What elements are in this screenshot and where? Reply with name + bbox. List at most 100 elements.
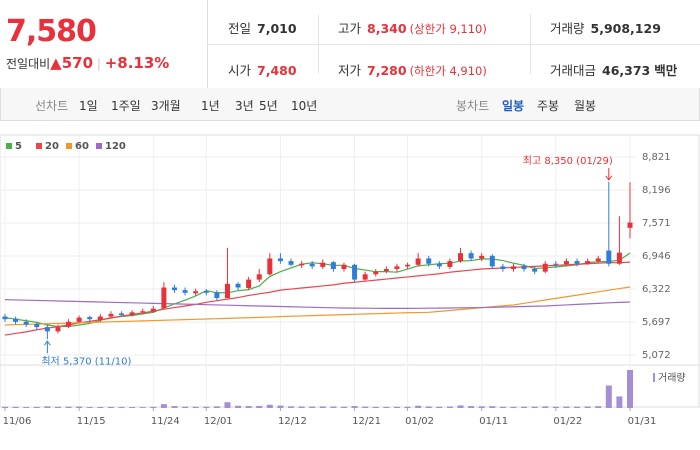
candle-body bbox=[2, 316, 8, 320]
volume-bar bbox=[33, 406, 40, 408]
volume-bar bbox=[160, 404, 167, 408]
tab[interactable]: 3년 bbox=[235, 99, 254, 113]
detail: 거래대금 46,373 백만 bbox=[550, 60, 677, 79]
candle-body bbox=[489, 255, 495, 267]
price-box: 7,580 전일대비▲570 | +8.13% bbox=[0, 0, 208, 88]
volume-bar bbox=[23, 407, 30, 408]
detail-value: 8,340 bbox=[367, 21, 407, 36]
volume-bar bbox=[542, 406, 549, 408]
candle-body bbox=[542, 263, 548, 272]
tab[interactable]: 1년 bbox=[201, 99, 220, 113]
volume-bar bbox=[2, 406, 8, 408]
volume-bar bbox=[319, 406, 326, 408]
price: 7,580 bbox=[6, 14, 97, 49]
candle-body bbox=[362, 274, 368, 280]
x-tick-label: 12/12 bbox=[278, 416, 307, 427]
x-tick-label: 01/02 bbox=[405, 416, 434, 427]
legend-label: 20 bbox=[45, 141, 59, 152]
candle-body bbox=[299, 263, 305, 266]
legend-label: 5 bbox=[15, 141, 22, 152]
volume-bar bbox=[192, 406, 199, 408]
volume-bar bbox=[235, 405, 242, 408]
volume-bar bbox=[457, 405, 464, 408]
volume-bar bbox=[330, 406, 337, 408]
volume-bar bbox=[256, 405, 263, 408]
up-arrow: ▲ bbox=[50, 54, 62, 72]
x-tick-label: 12/01 bbox=[204, 416, 233, 427]
tab[interactable]: 일봉 bbox=[502, 99, 525, 113]
volume-bar bbox=[627, 370, 633, 408]
tab[interactable]: 10년 bbox=[291, 99, 318, 113]
candle-body bbox=[458, 253, 464, 262]
volume-bar bbox=[86, 407, 93, 408]
legend-swatch bbox=[36, 143, 42, 149]
volume-bar bbox=[213, 406, 220, 408]
volume-bar bbox=[54, 406, 61, 408]
candle-body bbox=[193, 291, 199, 294]
tab[interactable]: 1주일 bbox=[111, 99, 141, 113]
ma-line bbox=[4, 261, 631, 336]
y-tick-label: 8,196 bbox=[642, 185, 671, 196]
volume-bar bbox=[552, 406, 559, 408]
tab[interactable]: 주봉 bbox=[537, 99, 560, 113]
candle-body bbox=[574, 261, 580, 264]
candle-body bbox=[87, 317, 93, 320]
tab[interactable]: 1일 bbox=[79, 99, 98, 113]
tab[interactable]: 3개월 bbox=[151, 99, 181, 113]
detail-value: 7,010 bbox=[257, 21, 297, 36]
detail-extra: (하한가 4,910) bbox=[409, 64, 487, 78]
volume-bar bbox=[446, 406, 453, 408]
volume-bar bbox=[182, 406, 189, 408]
x-tick-label: 11/15 bbox=[77, 416, 106, 427]
tab[interactable]: 월봉 bbox=[574, 99, 597, 113]
volume-legend: 거래량 bbox=[658, 372, 686, 384]
tab[interactable]: 5년 bbox=[259, 99, 278, 113]
x-tick-label: 01/22 bbox=[553, 416, 582, 427]
volume-legend-swatch bbox=[653, 373, 655, 382]
candle-body bbox=[256, 274, 262, 280]
change-label: 전일대비 bbox=[6, 57, 51, 71]
detail-label: 저가 bbox=[338, 63, 362, 78]
candle-body bbox=[76, 317, 82, 322]
volume-bar bbox=[12, 406, 19, 408]
candle-body bbox=[553, 263, 559, 265]
annotation-arrowhead bbox=[605, 175, 613, 181]
annotation: 최저 5,370 (11/10) bbox=[41, 355, 131, 367]
detail-value: 46,373 bbox=[602, 63, 651, 78]
volume-bar bbox=[616, 396, 623, 408]
candle-body bbox=[44, 327, 50, 332]
candle-body bbox=[394, 266, 400, 270]
candle-body bbox=[246, 279, 252, 289]
x-tick-label: 11/06 bbox=[3, 416, 32, 427]
detail-label: 전일 bbox=[228, 21, 252, 36]
candle-body bbox=[161, 287, 167, 309]
candle-body bbox=[500, 266, 506, 270]
candle-body bbox=[55, 327, 61, 332]
detail-label: 거래량 bbox=[550, 21, 585, 36]
candle-body bbox=[235, 283, 241, 288]
candle-body bbox=[13, 318, 19, 322]
candle-body bbox=[352, 264, 358, 280]
detail-label: 거래대금 bbox=[550, 63, 597, 78]
candle-body bbox=[224, 283, 230, 299]
candle-body bbox=[405, 264, 411, 267]
volume-bar bbox=[574, 406, 581, 408]
volume-bar bbox=[266, 404, 273, 408]
detail: 시가 7,480 bbox=[228, 60, 297, 79]
candle-body bbox=[150, 308, 156, 312]
candle-body bbox=[171, 287, 177, 291]
detail-value: 5,908,129 bbox=[590, 21, 661, 36]
candle-body bbox=[415, 258, 421, 265]
tab-label: 봉차트 bbox=[456, 99, 490, 113]
volume-bar bbox=[118, 407, 125, 408]
volume-bar bbox=[44, 406, 51, 408]
candle-body bbox=[436, 263, 442, 267]
volume-bar bbox=[531, 406, 538, 408]
candle-body bbox=[277, 258, 283, 262]
volume-bar bbox=[245, 406, 252, 408]
volume-bar bbox=[150, 406, 157, 408]
candle-body bbox=[108, 313, 114, 317]
candle-body bbox=[373, 271, 379, 275]
candle-body bbox=[627, 222, 633, 228]
